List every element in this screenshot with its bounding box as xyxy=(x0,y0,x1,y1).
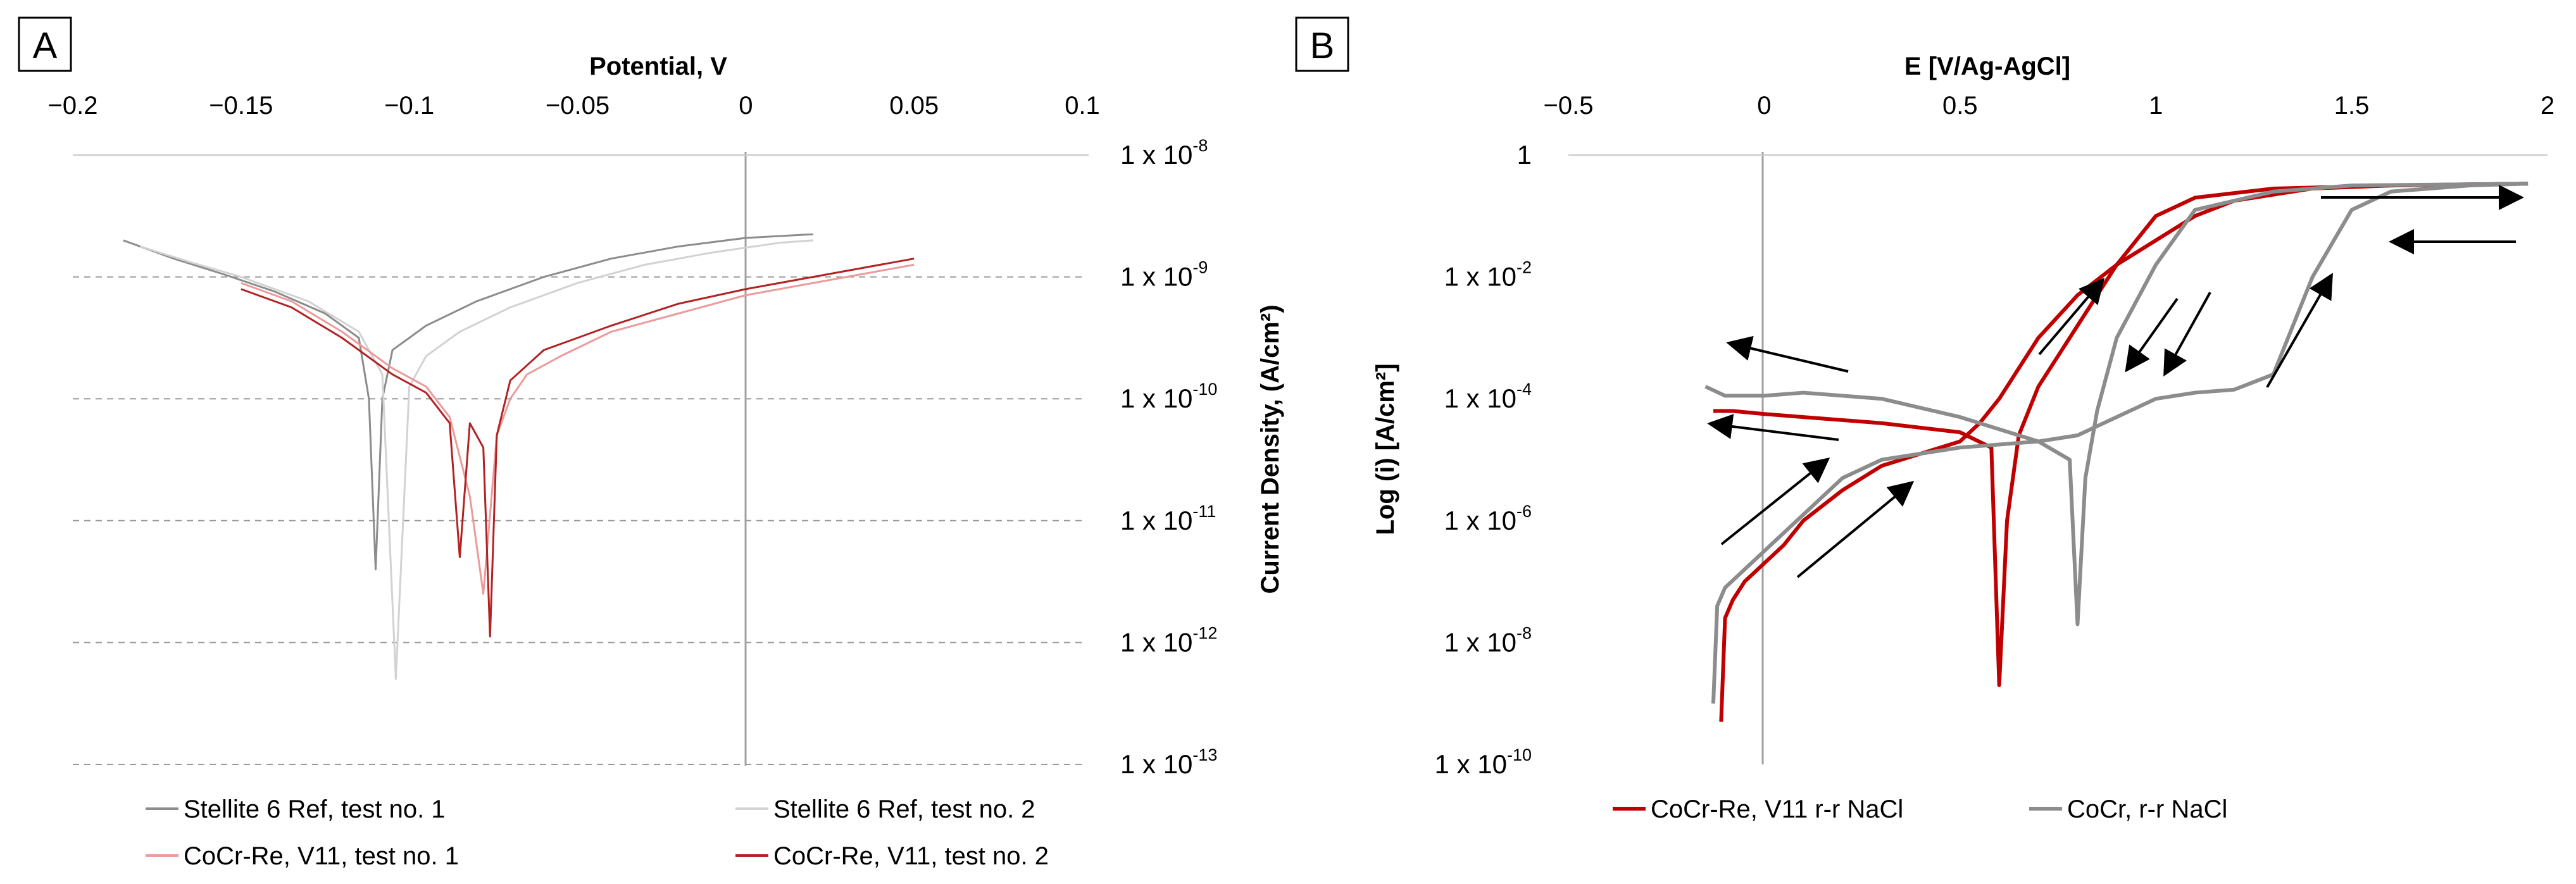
panel-b-x-ticks: −0.5 0 0.5 1 1.5 2 xyxy=(1544,92,2555,120)
sweep-arrows xyxy=(1707,185,2524,578)
panel-a: A Potential, V −0.2 −0.15 −0.1 −0.05 0 0.05 0.… xyxy=(18,16,1284,870)
panel-b-series-2-forward xyxy=(1711,182,2529,704)
panel-a-series-line-2 xyxy=(139,239,813,680)
panel-b: B E [V/Ag-AgCl] −0.5 0 0.5 1 1.5 2 11 x 10-21… xyxy=(1295,16,2555,823)
panel-a-x-tick: −0.05 xyxy=(546,92,610,120)
panel-a-x-ticks: −0.2 −0.15 −0.1 −0.05 0 0.05 0.1 xyxy=(48,92,1100,120)
legend-label-cocrre-2: CoCr-Re, V11, test no. 2 xyxy=(773,842,1049,870)
panel-b-y-tick: 1 x 10-8 xyxy=(1444,623,1532,657)
panel-b-series-2-reverse xyxy=(1704,182,2529,626)
panel-b-y-ticks: 1 1 x 10-2 1 x 10-4 1 x 10-6 1 x 10-8 1 x 10-… xyxy=(1435,140,1532,779)
panel-a-y-ticks: 1 x 10-8 1 x 10-9 1 x 10-10 1 x 10-11 1 x 10… xyxy=(1120,136,1217,779)
panel-a-y-tick: 1 x 10-10 xyxy=(1120,380,1217,413)
panel-a-gridlines xyxy=(73,154,1082,765)
panel-a-x-tick: −0.15 xyxy=(209,92,273,120)
panel-a-y-title: Current Density, (A/cm²) xyxy=(1256,304,1284,594)
panel-b-label-box xyxy=(1295,16,1349,72)
legend-label-stellite-2: Stellite 6 Ref, test no. 2 xyxy=(773,795,1035,823)
arrow-grey-reverse xyxy=(2163,292,2211,377)
legend-label-cocrre-1: CoCr-Re, V11, test no. 1 xyxy=(184,842,459,870)
panel-a-y-tick: 1 x 10-9 xyxy=(1120,258,1208,292)
panel-b-y-tick: 1 x 10-4 xyxy=(1444,380,1532,413)
panel-a-y-tick: 1 x 10-12 xyxy=(1120,623,1217,657)
panel-b-y-tick: 1 x 10-10 xyxy=(1435,745,1532,779)
arrow-red-forward xyxy=(2038,277,2105,356)
panel-a-series xyxy=(123,233,915,680)
panel-b-y-title: Log (i) [A/cm²] xyxy=(1372,363,1399,535)
legend-label-stellite-1: Stellite 6 Ref, test no. 1 xyxy=(184,795,446,823)
panel-a-x-tick: 0 xyxy=(739,92,753,120)
panel-b-y-tick: 1 x 10-6 xyxy=(1444,502,1532,535)
panel-b-legend: CoCr-Re, V11 r-r NaCl CoCr, r-r NaCl xyxy=(1613,795,2227,823)
panel-a-x-tick: 0.05 xyxy=(889,92,939,120)
panel-b-series xyxy=(1704,182,2529,722)
panel-b-x-tick: 2 xyxy=(2541,92,2554,120)
panel-b-x-tick: 0.5 xyxy=(1942,92,1978,120)
panel-a-x-title: Potential, V xyxy=(589,53,727,80)
panel-b-x-tick: 1 xyxy=(2149,92,2163,120)
panel-a-y-tick: 1 x 10-11 xyxy=(1120,502,1216,535)
panel-a-series-line-1 xyxy=(123,233,813,571)
panel-b-series-1-reverse xyxy=(1713,182,2529,687)
arrow-rise-left-2 xyxy=(1796,480,1915,578)
legend-label-cocr: CoCr, r-r NaCl xyxy=(2067,795,2227,823)
panel-a-x-tick: −0.2 xyxy=(48,92,98,120)
panel-a-label: A xyxy=(33,25,58,66)
panel-b-x-tick: 1.5 xyxy=(2334,92,2370,120)
panel-a-x-tick: −0.1 xyxy=(384,92,434,120)
panel-a-x-tick: 0.1 xyxy=(1065,92,1100,120)
panel-a-label-box xyxy=(18,16,72,72)
panel-b-x-tick: 0 xyxy=(1757,92,1771,120)
arrow-cathodic-top xyxy=(1726,335,1849,373)
arrow-red-reverse xyxy=(2125,297,2179,373)
arrow-grey-forward xyxy=(2266,273,2333,388)
arrow-rise-left-1 xyxy=(1720,458,1830,545)
panel-a-legend: Stellite 6 Ref, test no. 1 Stellite 6 Re… xyxy=(146,795,1049,870)
arrow-cathodic-bottom xyxy=(1707,414,1839,441)
panel-b-y-tick: 1 xyxy=(1517,140,1532,170)
legend-label-cocrre-v11: CoCr-Re, V11 r-r NaCl xyxy=(1651,795,1903,823)
panel-b-x-title: E [V/Ag-AgCl] xyxy=(1904,53,2070,80)
panel-b-y-tick: 1 x 10-2 xyxy=(1444,258,1532,292)
panel-a-y-tick: 1 x 10-13 xyxy=(1120,745,1217,779)
panel-a-y-tick: 1 x 10-8 xyxy=(1120,136,1208,170)
panel-b-series-1-forward xyxy=(1719,182,2529,722)
panel-b-label: B xyxy=(1310,25,1335,66)
panel-a-series-line-4 xyxy=(241,258,915,638)
panel-a-series-line-3 xyxy=(241,263,915,595)
panel-b-x-tick: −0.5 xyxy=(1544,92,1594,120)
